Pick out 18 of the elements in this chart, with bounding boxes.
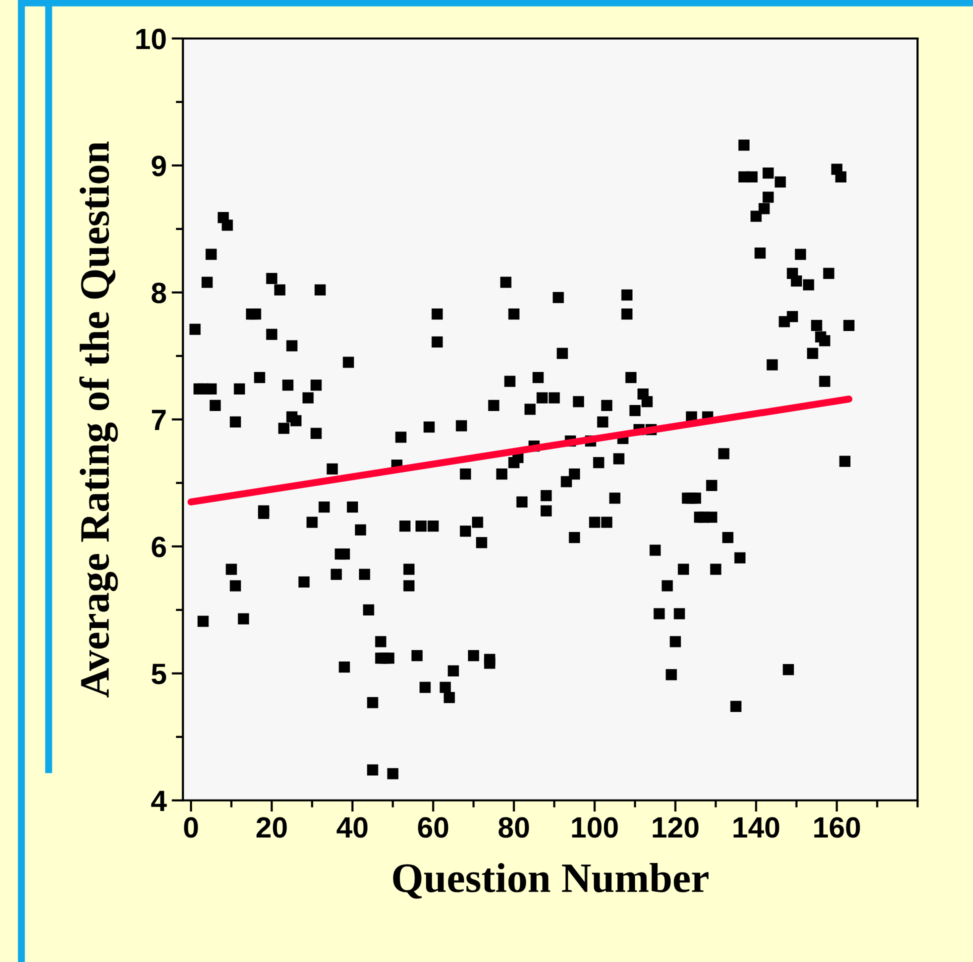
x-tick-label: 0 bbox=[184, 817, 198, 838]
x-tick-label: 20 bbox=[256, 817, 287, 838]
x-tick-label: 160 bbox=[814, 817, 860, 838]
y-tick-label: 4 bbox=[151, 790, 167, 811]
x-tick-label: 80 bbox=[498, 817, 529, 838]
y-tick-label: 8 bbox=[152, 282, 166, 304]
y-tick-label: 6 bbox=[152, 536, 166, 558]
y-tick-label: 10 bbox=[136, 28, 166, 50]
y-tick-label: 7 bbox=[152, 410, 166, 430]
y-tick-label: 9 bbox=[152, 156, 166, 176]
x-tick-label: 140 bbox=[734, 817, 780, 838]
y-tick-label: 5 bbox=[152, 664, 166, 684]
x-axis-title: Question Number bbox=[393, 862, 708, 899]
x-tick-label: 40 bbox=[336, 817, 368, 838]
y-axis-title: Average Rating of the Question bbox=[79, 142, 118, 698]
x-tick-label: 100 bbox=[572, 817, 618, 838]
x-tick-label: 120 bbox=[652, 817, 698, 838]
x-tick-label: 60 bbox=[418, 817, 448, 838]
